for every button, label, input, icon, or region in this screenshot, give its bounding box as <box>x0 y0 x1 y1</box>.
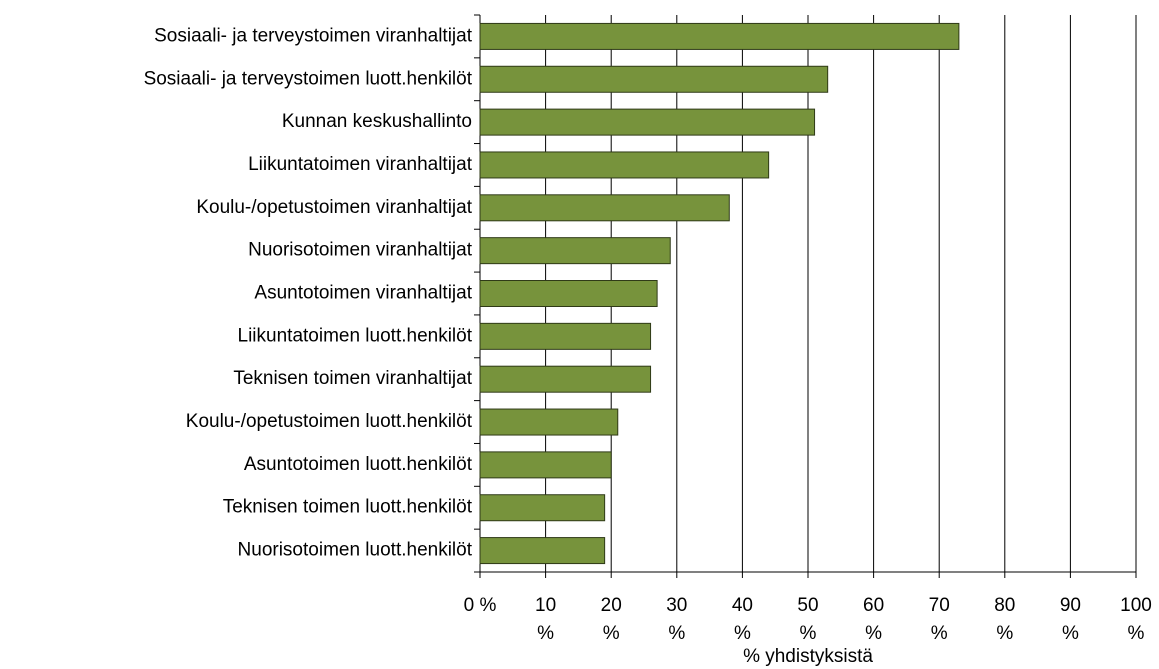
x-tick-label: 40% <box>732 595 753 644</box>
x-tick-label: 30% <box>666 595 687 644</box>
y-tick-label: Koulu-/opetustoimen viranhaltijat <box>196 197 472 218</box>
bar <box>479 322 652 350</box>
bar <box>479 537 606 565</box>
bar <box>479 237 671 265</box>
y-tick-label: Nuorisotoimen viranhaltijat <box>248 240 473 261</box>
x-tick-label: 100% <box>1120 595 1152 644</box>
x-tick-label: 10% <box>535 595 556 644</box>
y-tick-label: Nuorisotoimen luott.henkilöt <box>238 540 473 561</box>
x-tick-label: 20% <box>601 595 622 644</box>
y-tick-label: Asuntotoimen viranhaltijat <box>254 283 472 304</box>
bar <box>479 494 606 522</box>
bar <box>479 194 730 222</box>
x-tick-label: 50% <box>797 595 818 644</box>
y-tick-label: Kunnan keskushallinto <box>282 111 472 132</box>
x-axis-title: % yhdistyksistä <box>743 646 873 667</box>
x-tick-label: 60% <box>863 595 884 644</box>
x-tick-label: 80% <box>994 595 1015 644</box>
x-tick-label: 0 % <box>464 595 497 616</box>
bar <box>479 408 619 436</box>
y-tick-label: Sosiaali- ja terveystoimen luott.henkilö… <box>144 68 473 89</box>
y-tick-label: Teknisen toimen luott.henkilöt <box>223 497 473 518</box>
bar <box>479 451 612 479</box>
bar <box>479 151 770 179</box>
bar <box>479 280 658 307</box>
y-tick-label: Liikuntatoimen luott.henkilöt <box>238 325 473 346</box>
y-tick-label: Liikuntatoimen viranhaltijat <box>248 154 473 175</box>
y-tick-label: Asuntotoimen luott.henkilöt <box>244 454 473 475</box>
y-tick-label: Koulu-/opetustoimen luott.henkilöt <box>186 411 473 432</box>
y-tick-label: Sosiaali- ja terveystoimen viranhaltijat <box>154 25 473 46</box>
x-tick-label: 90% <box>1060 595 1081 644</box>
bar <box>479 365 652 393</box>
bar <box>479 108 816 136</box>
bar <box>479 65 829 93</box>
x-tick-label: 70% <box>929 595 950 644</box>
bar <box>479 22 960 50</box>
y-tick-label: Teknisen toimen viranhaltijat <box>233 368 472 389</box>
